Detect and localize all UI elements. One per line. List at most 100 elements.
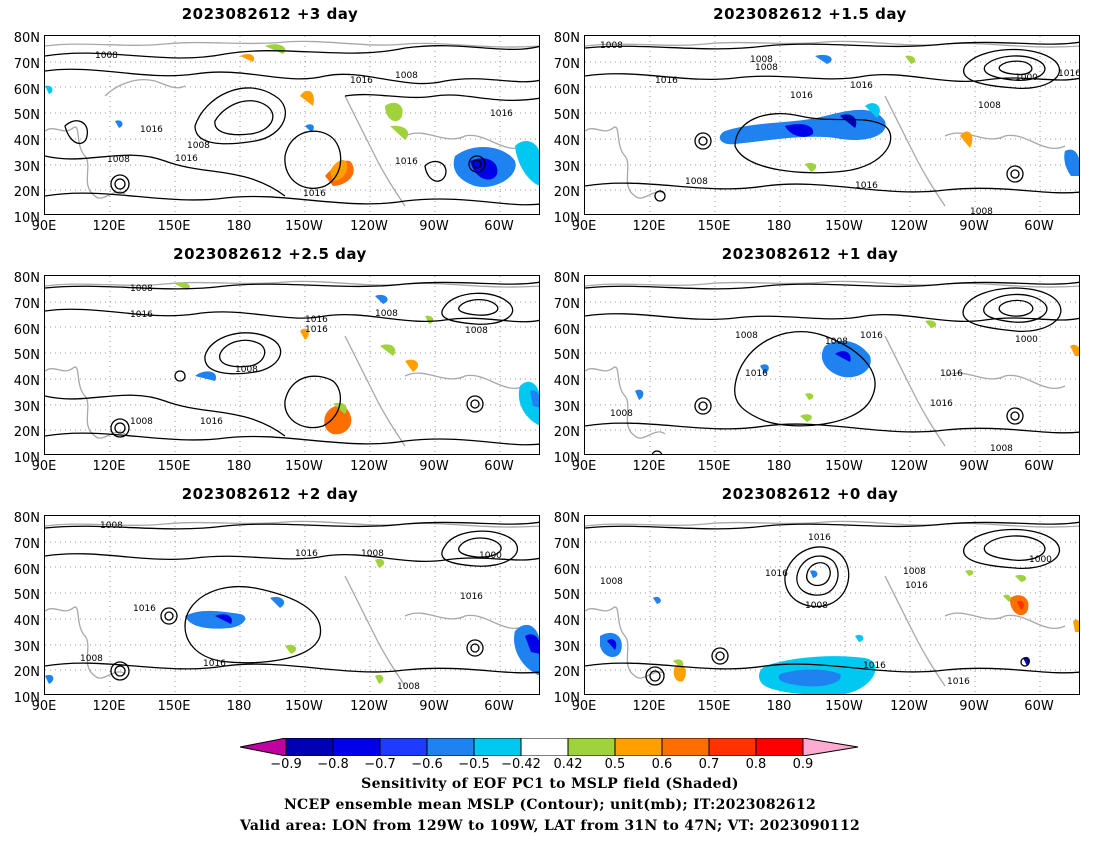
mslp-contours bbox=[585, 41, 1079, 202]
colorbar-swatch-12 bbox=[802, 737, 859, 757]
colorbar-swatch-4 bbox=[426, 737, 475, 757]
svg-text:1008: 1008 bbox=[130, 417, 153, 427]
lat-label: 30N bbox=[13, 640, 40, 655]
lon-label: 150W bbox=[825, 219, 863, 234]
lat-label: 30N bbox=[553, 640, 580, 655]
svg-text:1008: 1008 bbox=[750, 55, 773, 65]
svg-text:1008: 1008 bbox=[235, 365, 258, 375]
svg-text:1008: 1008 bbox=[100, 521, 123, 531]
svg-text:1008: 1008 bbox=[903, 567, 926, 577]
lat-label: 70N bbox=[13, 537, 40, 552]
lon-label: 90E bbox=[31, 699, 57, 714]
lat-label: 60N bbox=[553, 323, 580, 338]
colorbar-label: 0.8 bbox=[745, 757, 767, 772]
svg-text:1016: 1016 bbox=[930, 399, 953, 409]
lon-label: 120E bbox=[92, 459, 126, 474]
lat-label: 70N bbox=[553, 537, 580, 552]
svg-text:1008: 1008 bbox=[735, 331, 758, 341]
svg-text:1016: 1016 bbox=[130, 310, 153, 320]
map-area: 1008 1016 1008 1016 1000 1016 1008 1016 … bbox=[44, 515, 540, 695]
colorbar-swatch-6 bbox=[520, 737, 569, 757]
map-area: 1016 1016 1008 1008 1016 1008 1000 1016 … bbox=[584, 515, 1080, 695]
lon-label: 120W bbox=[890, 219, 928, 234]
colorbar-label: −0.42 bbox=[501, 757, 541, 772]
lon-label: 90E bbox=[31, 459, 57, 474]
lon-label: 60W bbox=[1024, 459, 1054, 474]
colorbar-swatch-8 bbox=[614, 737, 663, 757]
lat-label: 20N bbox=[553, 665, 580, 680]
lon-label: 150W bbox=[285, 219, 323, 234]
lat-label: 10N bbox=[13, 211, 40, 226]
svg-text:1008: 1008 bbox=[990, 444, 1013, 454]
lon-label: 150W bbox=[285, 699, 323, 714]
map-panel-plus0: 2023082612 +0 day bbox=[540, 485, 1080, 715]
svg-text:1016: 1016 bbox=[808, 533, 831, 543]
colorbar-label: −0.5 bbox=[458, 757, 490, 772]
svg-text:1016: 1016 bbox=[140, 125, 163, 135]
lat-label: 30N bbox=[13, 400, 40, 415]
lon-label: 120W bbox=[890, 699, 928, 714]
colorbar-swatch-10 bbox=[708, 737, 757, 757]
contour-labels: 1008 1016 1016 1016 1008 1008 1008 1016 … bbox=[130, 284, 488, 427]
coastlines bbox=[585, 520, 1079, 687]
colorbar-label: 0.9 bbox=[792, 757, 814, 772]
lat-label: 80N bbox=[13, 31, 40, 46]
lon-label: 90W bbox=[419, 459, 449, 474]
lat-label: 50N bbox=[13, 348, 40, 363]
lat-label: 30N bbox=[13, 160, 40, 175]
lat-label: 50N bbox=[13, 108, 40, 123]
svg-text:1008: 1008 bbox=[395, 71, 418, 81]
svg-text:1016: 1016 bbox=[765, 569, 788, 579]
svg-text:1008: 1008 bbox=[600, 41, 623, 51]
svg-text:1016: 1016 bbox=[790, 91, 813, 101]
svg-text:1008: 1008 bbox=[600, 577, 623, 587]
svg-text:1008: 1008 bbox=[375, 309, 398, 319]
svg-text:1008: 1008 bbox=[130, 284, 153, 294]
map-panel-plus2-5: 2023082612 +2.5 day bbox=[0, 245, 540, 475]
coastlines bbox=[45, 40, 539, 207]
svg-text:1016: 1016 bbox=[855, 181, 878, 191]
panel-title: 2023082612 +2.5 day bbox=[173, 245, 367, 263]
svg-text:1016: 1016 bbox=[940, 369, 963, 379]
sensitivity-shading bbox=[45, 558, 539, 684]
svg-text:1016: 1016 bbox=[1058, 69, 1080, 79]
svg-text:1016: 1016 bbox=[303, 189, 326, 199]
lat-label: 40N bbox=[553, 374, 580, 389]
lon-label: 120E bbox=[632, 699, 666, 714]
colorbar-label: 0.5 bbox=[604, 757, 626, 772]
mslp-contours bbox=[45, 281, 539, 446]
svg-text:1000: 1000 bbox=[1015, 335, 1038, 345]
svg-text:1008: 1008 bbox=[465, 326, 488, 336]
lat-label: 10N bbox=[553, 211, 580, 226]
colorbar-label: 0.6 bbox=[651, 757, 673, 772]
svg-text:1008: 1008 bbox=[397, 682, 420, 692]
lat-label: 60N bbox=[13, 83, 40, 98]
lat-label: 70N bbox=[13, 57, 40, 72]
lon-label: 60W bbox=[1024, 699, 1054, 714]
lon-label: 120W bbox=[350, 219, 388, 234]
lon-label: 180 bbox=[226, 219, 252, 234]
lon-label: 150E bbox=[157, 699, 191, 714]
lon-label: 180 bbox=[226, 459, 252, 474]
grid-lines bbox=[45, 276, 539, 454]
lat-label: 10N bbox=[553, 451, 580, 466]
map-area: 1008 1016 1016 1008 1016 1016 1008 1016 … bbox=[44, 35, 540, 215]
lat-label: 70N bbox=[553, 297, 580, 312]
coastlines bbox=[45, 520, 539, 687]
map-plot: 1008 1016 1008 1016 1000 1016 1008 1016 … bbox=[45, 516, 539, 694]
svg-text:1016: 1016 bbox=[305, 325, 328, 335]
lat-label: 20N bbox=[13, 665, 40, 680]
lat-label: 50N bbox=[553, 108, 580, 123]
svg-text:1016: 1016 bbox=[655, 76, 678, 86]
lat-label: 40N bbox=[13, 134, 40, 149]
panel-title: 2023082612 +1 day bbox=[721, 245, 899, 263]
svg-text:1008: 1008 bbox=[107, 155, 130, 165]
svg-text:1000: 1000 bbox=[1029, 555, 1052, 565]
lat-label: 30N bbox=[553, 400, 580, 415]
lon-label: 150E bbox=[697, 219, 731, 234]
caption-line-3: Valid area: LON from 129W to 109W, LAT f… bbox=[239, 818, 861, 834]
svg-text:1000: 1000 bbox=[1015, 73, 1038, 83]
caption-line-2: NCEP ensemble mean MSLP (Contour); unit(… bbox=[283, 797, 817, 813]
colorbar-swatch-5 bbox=[473, 737, 522, 757]
svg-text:1008: 1008 bbox=[95, 51, 118, 61]
